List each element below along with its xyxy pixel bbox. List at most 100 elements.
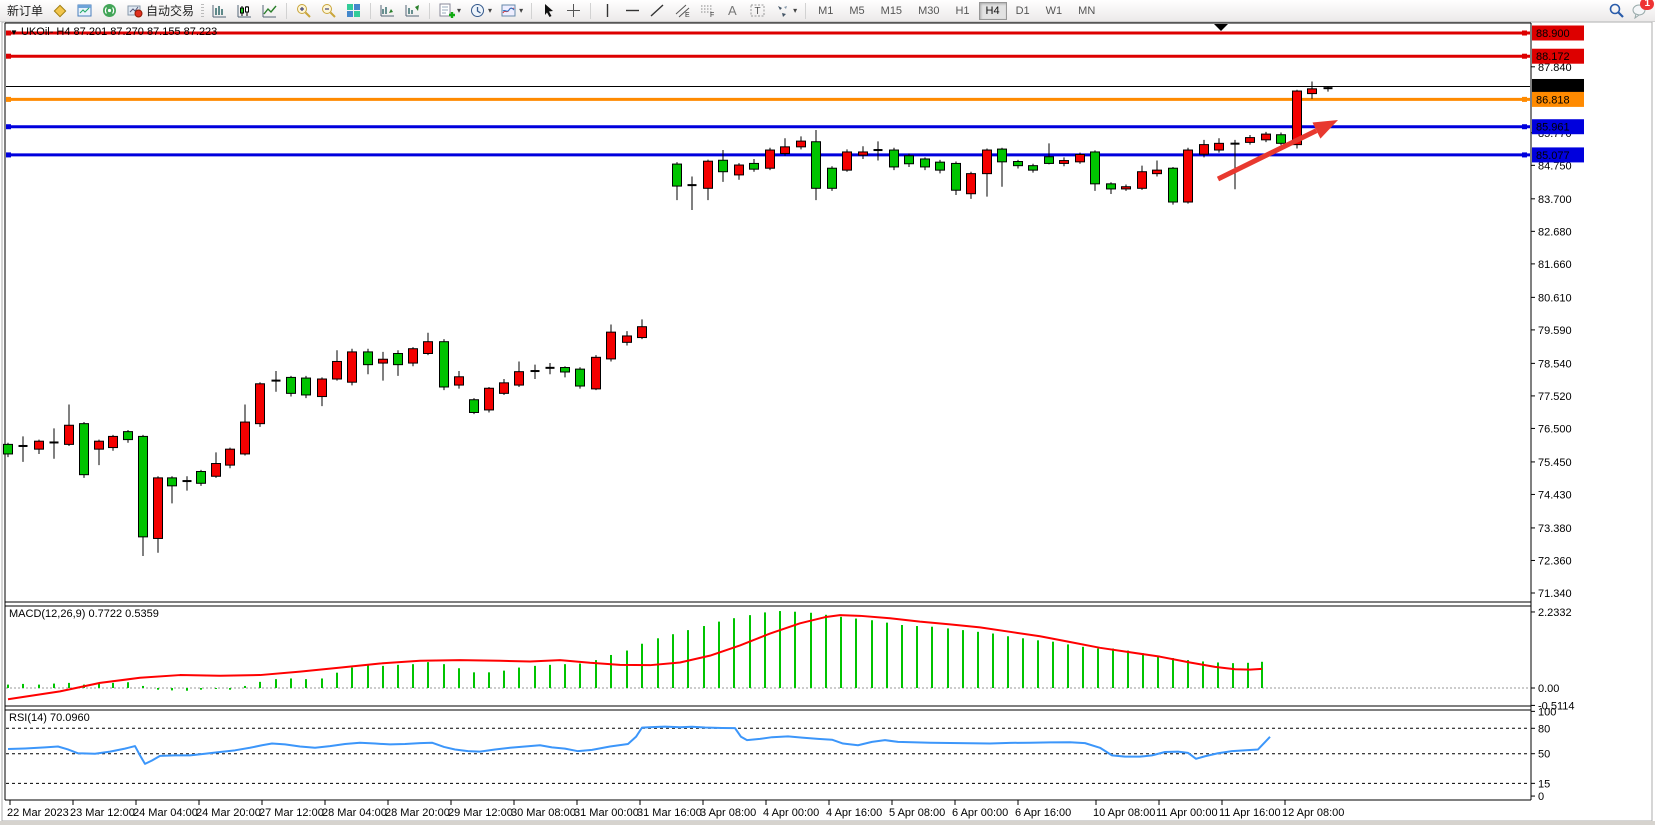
candle-chart-mode-button[interactable] [233,1,256,20]
price-badge [1532,119,1584,135]
candle-body [904,155,914,165]
bar-chart-icon [212,5,227,18]
equidistant-channel-tool-button[interactable]: E [671,1,694,20]
main-toolbar: 新订单 自动交易 [0,0,1655,22]
text-label-tool-button[interactable]: T [746,1,769,20]
timeframe-button-H4[interactable]: H4 [978,1,1007,20]
candle-body [982,149,992,175]
candle-body [1183,149,1193,203]
auto-trading-label: 自动交易 [146,4,195,18]
hline-handle[interactable] [1522,30,1527,36]
cursor-tool-button[interactable] [537,1,560,20]
candle-body [1307,88,1317,95]
zoom-out-button[interactable] [317,1,340,20]
indicator-window2-button[interactable] [401,1,424,20]
candle-body [858,151,868,156]
candle-body [1168,167,1178,203]
time-axis-label: 30 Mar 08:00 [511,807,576,819]
candle-body [64,424,74,445]
candle-body [301,377,311,396]
arrows-tool-button[interactable]: ▾ [771,1,800,20]
search-icon[interactable] [1608,2,1625,19]
candle-body [1028,165,1038,171]
time-axis-label: 4 Apr 16:00 [826,807,882,819]
price-badge [1532,147,1584,163]
timeframe-button-H1[interactable]: H1 [955,4,970,17]
crosshair-tool-button[interactable] [562,1,585,20]
candle-body [951,162,961,191]
dropdown-caret-icon: ▾ [457,6,462,15]
new-order-button[interactable]: 新订单 [7,4,44,18]
bar-chart-mode-button[interactable] [208,1,231,20]
trendline-tool-button[interactable] [646,1,669,20]
candle-body [1059,160,1069,164]
period-button[interactable]: ▾ [466,1,495,20]
hline-handle[interactable] [6,53,11,59]
auto-trading-button[interactable]: 自动交易 [123,1,197,20]
candle-body [1214,142,1224,151]
timeframe-button-M1[interactable]: M1 [818,4,834,17]
timeframe-button-M15[interactable]: M15 [880,4,903,17]
macd-axis-label: -0.5114 [1538,700,1575,712]
candle-body [718,159,728,173]
chart-profile-icon[interactable] [48,1,71,20]
hline-handle[interactable] [1522,96,1527,102]
candle-body [920,158,930,168]
price-tick-label: 77.520 [1538,391,1572,403]
text-icon: A [728,3,737,18]
hline-handle[interactable] [6,124,11,130]
candle-body [423,341,433,354]
fibonacci-tool-button[interactable]: F [696,1,719,20]
candle-body [439,341,449,388]
toolbar-separator [590,2,592,19]
market-watch-button[interactable] [73,1,96,20]
hline-handle[interactable] [1522,152,1527,158]
candle-body [703,160,713,189]
vertical-line-tool-button[interactable] [596,1,619,20]
template-button[interactable]: ▾ [497,1,526,20]
signals-button[interactable] [98,1,121,20]
candle-body [332,360,342,380]
timeframe-button-MN[interactable]: MN [1078,4,1096,17]
hline-handle[interactable] [6,30,11,36]
hline-handle[interactable] [6,152,11,158]
hline-handle[interactable] [1522,53,1527,59]
hline-handle[interactable] [6,96,11,102]
line-chart-mode-button[interactable] [258,1,281,20]
text-tool-button[interactable]: A [721,1,744,20]
candle-body [672,163,682,187]
candle-body [484,387,494,411]
trend-arrow-head[interactable] [1312,120,1338,139]
add-indicator-button[interactable]: ▾ [435,1,464,20]
time-axis-label: 23 Mar 12:00 [70,807,135,819]
candle-body [240,421,250,455]
candle-body [34,440,44,450]
toolbar-separator [429,2,431,19]
chart-shift-marker-icon[interactable] [1214,24,1228,31]
candle-body [827,167,837,189]
timeframe-button-M30[interactable]: M30 [918,4,940,17]
svg-text:F: F [710,12,714,19]
price-tick-label: 79.590 [1538,325,1572,337]
time-axis-label: 6 Apr 16:00 [1015,807,1071,819]
horizontal-line-tool-button[interactable] [621,1,644,20]
time-axis-label: 11 Apr 16:00 [1219,807,1281,819]
toolbar-separator [286,2,288,19]
hline-handle[interactable] [1522,124,1527,130]
rsi-line [7,725,1271,765]
timeframe-button-D1[interactable]: D1 [1015,4,1030,17]
candle-body [966,173,976,195]
window-bottom-edge [0,821,1655,825]
candle-body [734,164,744,176]
indicator-window2-icon [405,5,420,17]
timeframe-button-M5[interactable]: M5 [849,4,865,17]
zoom-in-button[interactable] [292,1,315,20]
notification-count-badge: 1 [1640,0,1654,10]
candle-body [347,351,357,383]
timeframe-button-W1[interactable]: W1 [1045,4,1063,17]
notifications-button[interactable]: 1 [1631,0,1654,19]
price-tick-label: 78.540 [1538,358,1572,370]
indicator-window-button[interactable] [376,1,399,20]
tile-windows-button[interactable] [342,1,365,20]
